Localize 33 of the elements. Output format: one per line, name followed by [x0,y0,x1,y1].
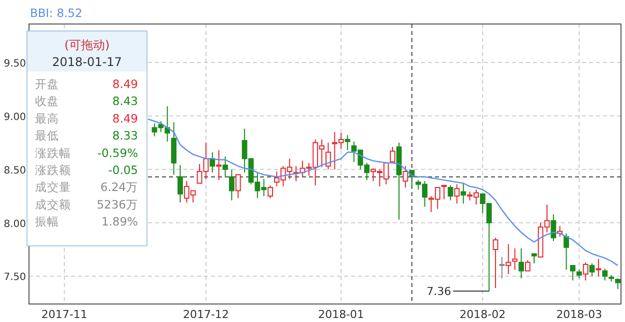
annotation: -0.05 [108,163,138,177]
annotation: 8.49 [112,111,138,126]
annotation: 1.89% [101,214,138,229]
y-tick-label: 9.00 [4,112,26,123]
x-tick-label: 2018-03 [556,308,602,321]
annotation: 8.49 [112,77,138,91]
annotation: -0.59% [97,146,138,160]
annotation: (可拖动) [64,38,110,52]
x-tick-label: 2018-02 [460,308,506,321]
annotation: 收盘 [35,94,59,108]
annotation: 8.33 [112,128,138,143]
text: BBI: 8.52 [30,6,82,20]
annotation: 成交额 [35,197,71,212]
x-tick-label: 2017-11 [41,308,88,321]
annotation: 5236万 [96,197,138,212]
line-series [147,118,618,266]
x-tick-label: 2018-01 [318,308,364,321]
annotation: 8.43 [112,94,138,108]
y-tick-label: 7.50 [4,272,26,284]
annotation: 最低 [35,128,59,143]
y-tick-label: 8.50 [4,165,26,176]
annotation: 成交量 [35,180,71,194]
annotation: 2018-01-17 [52,55,122,69]
annotation: 涨跌额 [35,163,71,177]
annotation: 最高 [35,111,59,126]
annotation: 涨跌幅 [35,146,71,160]
annotation: 7.36 [426,285,452,298]
y-tick-label: 9.50 [4,58,26,70]
y-tick-label: 8.00 [4,218,26,230]
annotation: 开盘 [35,77,59,91]
annotation: 振幅 [35,214,59,229]
x-tick-label: 2017-12 [182,308,229,321]
annotation: 6.24万 [100,180,138,194]
